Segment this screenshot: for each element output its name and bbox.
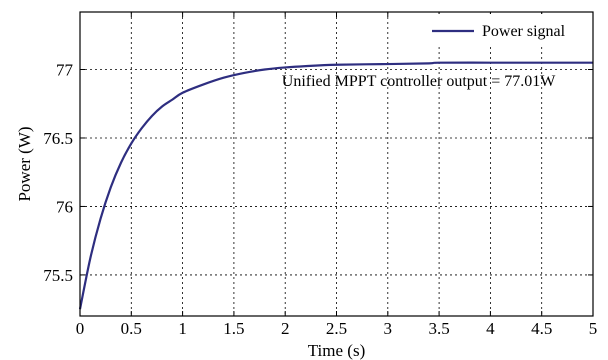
power-signal-line — [78, 61, 593, 310]
legend: Power signal — [424, 14, 590, 44]
x-tick-label-8: 4 — [486, 319, 495, 338]
x-tick-label-0: 0 — [76, 319, 85, 338]
x-tick-label-10: 5 — [589, 319, 598, 338]
legend-box — [424, 14, 590, 44]
y-tick-label-3: 77 — [56, 61, 74, 80]
y-tick-label-2: 76.5 — [43, 129, 73, 148]
y-tick-labels: 75.5 76 76.5 77 — [43, 61, 73, 285]
y-tick-label-0: 75.5 — [43, 266, 73, 285]
x-tick-label-3: 1.5 — [223, 319, 244, 338]
x-tick-label-6: 3 — [384, 319, 393, 338]
x-tick-label-9: 4.5 — [531, 319, 552, 338]
x-tick-label-2: 1 — [178, 319, 187, 338]
x-axis-label: Time (s) — [308, 341, 365, 360]
x-tick-label-5: 2.5 — [326, 319, 347, 338]
legend-label-power-signal: Power signal — [482, 23, 566, 40]
annotation-mppt-output: Unified MPPT controller output = 77.01W — [282, 73, 556, 90]
x-tick-label-4: 2 — [281, 319, 290, 338]
ticks — [79, 12, 594, 316]
y-axis-label: Power (W) — [15, 126, 34, 201]
x-tick-label-1: 0.5 — [121, 319, 142, 338]
x-tick-labels: 0 0.5 1 1.5 2 2.5 3 3.5 4 4.5 5 — [76, 319, 598, 338]
x-tick-label-7: 3.5 — [428, 319, 449, 338]
y-tick-label-1: 76 — [56, 197, 73, 216]
